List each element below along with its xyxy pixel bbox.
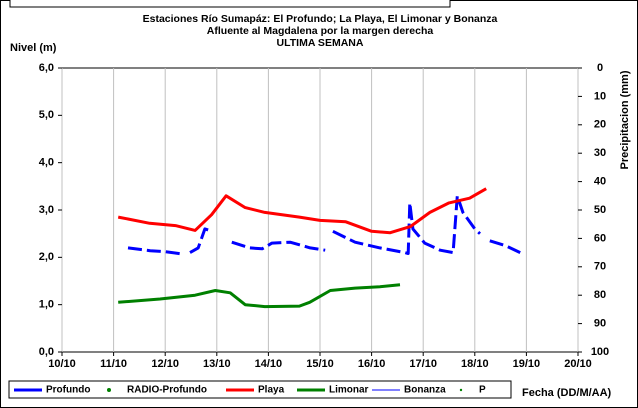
x-tick-label: 17/10: [409, 358, 437, 370]
y2-tick-label: 40: [594, 176, 606, 188]
x-axis-label: Fecha (DD/M/AA): [522, 387, 612, 399]
chart-title: Estaciones Río Sumapáz: El Profundo; La …: [143, 13, 498, 25]
legend-label: Profundo: [46, 385, 90, 396]
y-tick-label: 0,0: [39, 346, 54, 358]
y-axis-label: Nivel (m): [10, 42, 57, 54]
series-line: [127, 194, 521, 256]
y2-tick-label: 30: [594, 147, 606, 159]
legend-label: Bonanza: [404, 385, 446, 396]
x-tick-label: 10/10: [48, 358, 76, 370]
series-line: [117, 187, 487, 235]
y-tick-label: 3,0: [39, 204, 54, 216]
x-tick-label: 14/10: [255, 358, 283, 370]
cropped-box: [9, 0, 451, 8]
x-tick-label: 15/10: [306, 358, 334, 370]
y-tick-label: 4,0: [39, 157, 54, 169]
y-tick-label: 5,0: [39, 109, 54, 121]
x-tick-label: 11/10: [100, 358, 127, 370]
x-tick-label: 19/10: [513, 358, 541, 370]
x-tick-label: 12/10: [151, 358, 179, 370]
chart-subtitle: ULTIMA SEMANA: [277, 37, 364, 49]
y-tick-label: 2,0: [39, 251, 54, 263]
y2-tick-label: 10: [594, 90, 606, 102]
legend-swatch: [107, 388, 111, 392]
x-tick-label: 20/10: [564, 358, 592, 370]
y2-tick-label: 70: [594, 261, 606, 273]
y2-tick-label: 50: [594, 204, 606, 216]
legend-swatch: [459, 388, 463, 392]
legend-label: RADIO-Profundo: [127, 385, 207, 396]
legend: [8, 380, 512, 399]
y-tick-label: 1,0: [39, 299, 54, 311]
legend-label: Playa: [258, 385, 285, 396]
y2-tick-label: 60: [594, 232, 606, 244]
x-tick-label: 18/10: [461, 358, 489, 370]
chart-subtitle: Afluente al Magdalena por la margen dere…: [207, 25, 434, 37]
y2-axis-label: Precipitacion (mm): [619, 70, 631, 169]
legend-label: P: [479, 385, 486, 396]
x-tick-label: 16/10: [358, 358, 386, 370]
y2-tick-label: 20: [594, 119, 606, 131]
y2-tick-label: 90: [594, 318, 606, 330]
series-line: [118, 283, 401, 309]
y2-tick-label: 80: [594, 289, 606, 301]
x-tick-label: 13/10: [203, 358, 231, 370]
y2-tick-label: 0: [597, 62, 603, 74]
y-tick-label: 6,0: [39, 62, 54, 74]
legend-label: Limonar: [329, 385, 369, 396]
y2-tick-label: 100: [591, 346, 609, 358]
